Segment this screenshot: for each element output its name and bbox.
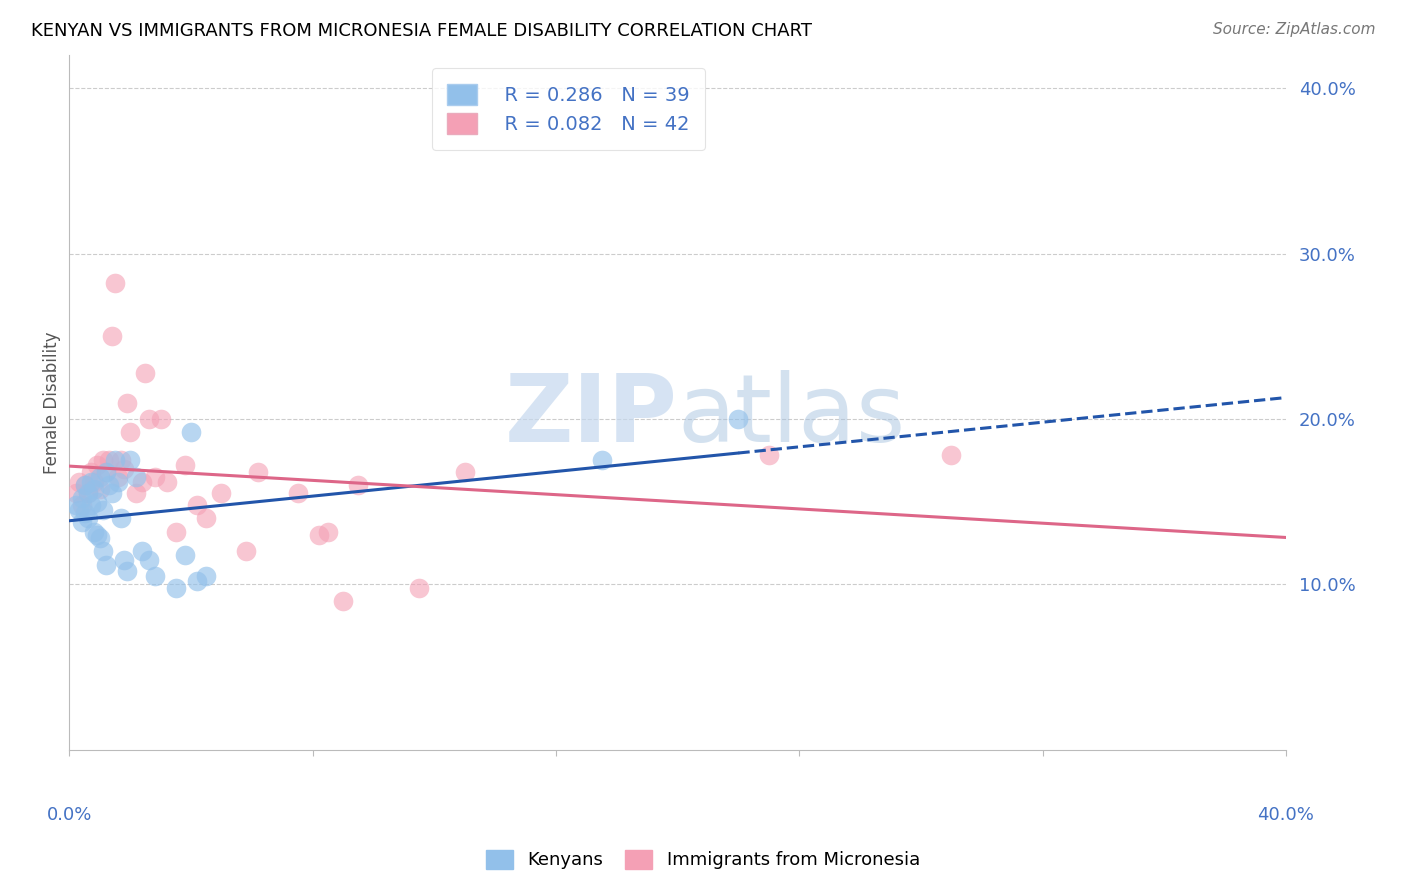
Point — [112, 461, 135, 475]
Point — [110, 453, 132, 467]
Point — [83, 524, 105, 539]
Point — [211, 486, 233, 500]
Point — [246, 465, 269, 479]
Point — [86, 528, 108, 542]
Point — [94, 465, 117, 479]
Point — [110, 511, 132, 525]
Point — [65, 486, 87, 500]
Point — [149, 412, 172, 426]
Point — [70, 498, 93, 512]
Point — [104, 277, 127, 291]
Point — [408, 581, 430, 595]
Point — [134, 366, 156, 380]
Point — [104, 453, 127, 467]
Point — [125, 470, 148, 484]
Point — [73, 478, 96, 492]
Point — [235, 544, 257, 558]
Point — [308, 528, 330, 542]
Point — [131, 475, 153, 489]
Point — [89, 470, 111, 484]
Point — [101, 329, 124, 343]
Point — [89, 482, 111, 496]
Point — [316, 524, 339, 539]
Point — [73, 478, 96, 492]
Point — [186, 498, 208, 512]
Point — [83, 475, 105, 489]
Point — [98, 453, 121, 467]
Point — [91, 503, 114, 517]
Point — [76, 511, 98, 525]
Point — [91, 544, 114, 558]
Point — [120, 453, 142, 467]
Point — [138, 412, 160, 426]
Point — [65, 498, 87, 512]
Point — [186, 574, 208, 589]
Point — [195, 569, 218, 583]
Point — [86, 458, 108, 473]
Point — [120, 425, 142, 440]
Point — [174, 458, 197, 473]
Text: KENYAN VS IMMIGRANTS FROM MICRONESIA FEMALE DISABILITY CORRELATION CHART: KENYAN VS IMMIGRANTS FROM MICRONESIA FEM… — [31, 22, 811, 40]
Point — [107, 470, 129, 484]
Point — [98, 478, 121, 492]
Point — [115, 395, 138, 409]
Point — [195, 511, 218, 525]
Point — [112, 552, 135, 566]
Point — [89, 531, 111, 545]
Text: 40.0%: 40.0% — [1257, 806, 1315, 824]
Point — [101, 486, 124, 500]
Point — [156, 475, 179, 489]
Point — [67, 475, 90, 489]
Point — [94, 465, 117, 479]
Point — [67, 503, 90, 517]
Point — [86, 495, 108, 509]
Point — [591, 453, 613, 467]
Point — [941, 449, 963, 463]
Point — [94, 558, 117, 572]
Point — [115, 564, 138, 578]
Point — [125, 486, 148, 500]
Point — [180, 425, 202, 440]
Point — [727, 412, 749, 426]
Point — [143, 470, 166, 484]
Point — [70, 515, 93, 529]
Point — [138, 552, 160, 566]
Text: ZIP: ZIP — [505, 370, 678, 462]
Point — [70, 491, 93, 506]
Text: 0.0%: 0.0% — [46, 806, 93, 824]
Point — [165, 581, 187, 595]
Point — [80, 498, 103, 512]
Point — [80, 475, 103, 489]
Legend: Kenyans, Immigrants from Micronesia: Kenyans, Immigrants from Micronesia — [477, 841, 929, 879]
Point — [107, 475, 129, 489]
Legend:   R = 0.286   N = 39,   R = 0.082   N = 42: R = 0.286 N = 39, R = 0.082 N = 42 — [432, 69, 706, 150]
Text: Source: ZipAtlas.com: Source: ZipAtlas.com — [1212, 22, 1375, 37]
Point — [287, 486, 309, 500]
Point — [165, 524, 187, 539]
Point — [91, 453, 114, 467]
Point — [454, 465, 477, 479]
Point — [80, 465, 103, 479]
Point — [76, 486, 98, 500]
Point — [143, 569, 166, 583]
Point — [83, 482, 105, 496]
Point — [76, 486, 98, 500]
Text: atlas: atlas — [678, 370, 905, 462]
Point — [131, 544, 153, 558]
Point — [758, 449, 780, 463]
Y-axis label: Female Disability: Female Disability — [44, 331, 60, 474]
Point — [332, 594, 354, 608]
Point — [174, 548, 197, 562]
Point — [73, 506, 96, 520]
Point — [347, 478, 370, 492]
